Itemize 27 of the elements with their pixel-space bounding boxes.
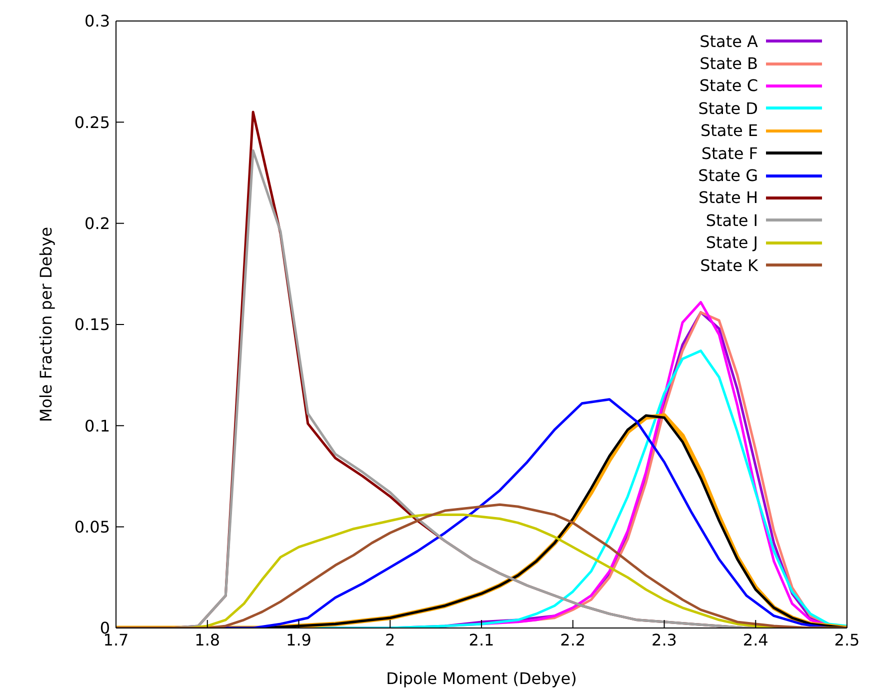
x-tick-label: 2.5	[834, 630, 860, 650]
legend-label: State B	[700, 54, 758, 74]
legend-label: State H	[698, 188, 758, 208]
legend-label: State J	[706, 233, 758, 252]
legend-label: State I	[706, 210, 758, 230]
legend-label: State K	[700, 256, 758, 275]
y-tick-label: 0.2	[84, 214, 110, 234]
y-axis-title: Mole Fraction per Debye	[36, 226, 56, 422]
y-tick-label: 0.3	[84, 12, 110, 31]
x-tick-label: 2.1	[468, 630, 494, 650]
legend-label: State E	[700, 121, 758, 140]
y-tick-label: 0.05	[74, 518, 110, 537]
legend-label: State F	[701, 144, 758, 163]
x-tick-label: 2.2	[560, 630, 586, 650]
x-tick-label: 1.8	[194, 630, 220, 650]
legend-label: State A	[700, 32, 758, 51]
legend-label: State D	[698, 98, 758, 118]
y-tick-label: 0.25	[74, 112, 110, 132]
legend-label: State C	[699, 76, 758, 96]
x-tick-label: 2.3	[652, 630, 677, 650]
x-tick-label: 1.9	[286, 630, 312, 650]
y-tick-label: 0.1	[84, 416, 110, 436]
x-tick-label: 2.4	[742, 630, 768, 650]
x-tick-label: 2	[385, 630, 396, 650]
legend-label: State G	[698, 166, 758, 186]
y-tick-label: 0.15	[74, 315, 110, 334]
x-axis-title: Dipole Moment (Debye)	[386, 669, 577, 688]
